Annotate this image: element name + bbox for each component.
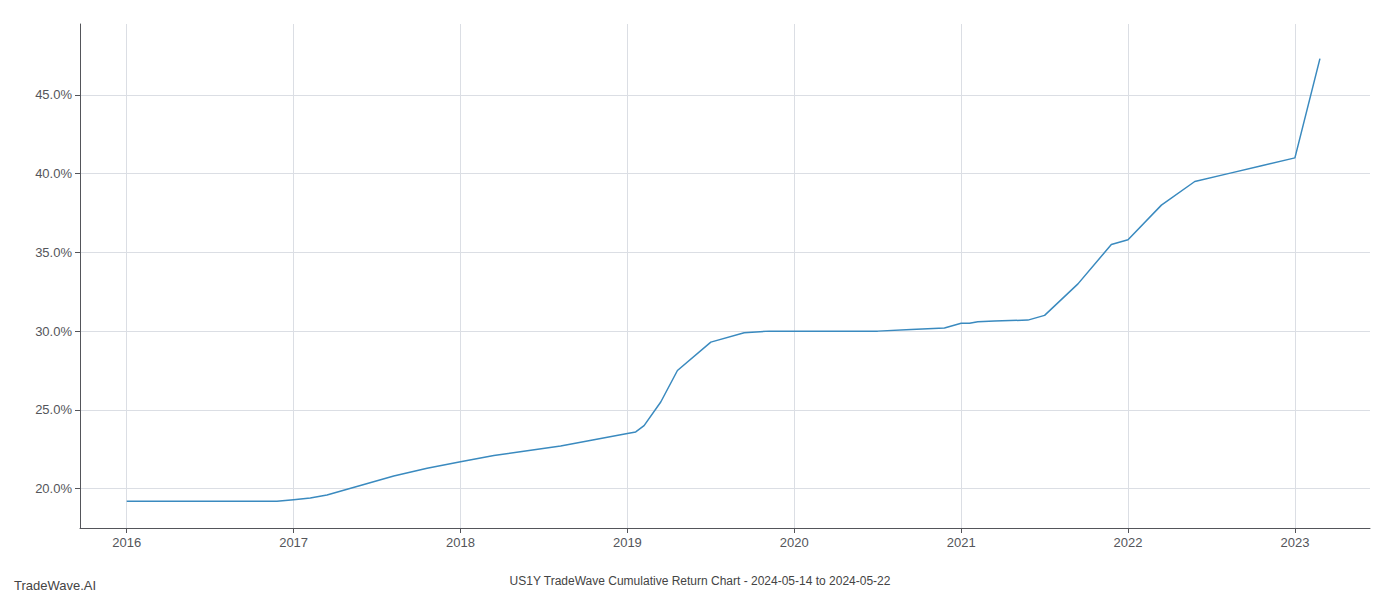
svg-text:2021: 2021: [947, 535, 976, 550]
svg-text:40.0%: 40.0%: [35, 166, 72, 181]
svg-text:TradeWave.AI: TradeWave.AI: [14, 578, 96, 593]
svg-text:45.0%: 45.0%: [35, 87, 72, 102]
svg-text:US1Y TradeWave Cumulative Retu: US1Y TradeWave Cumulative Return Chart -…: [510, 574, 891, 588]
svg-text:35.0%: 35.0%: [35, 245, 72, 260]
svg-text:30.0%: 30.0%: [35, 324, 72, 339]
svg-text:2019: 2019: [613, 535, 642, 550]
svg-text:25.0%: 25.0%: [35, 402, 72, 417]
svg-text:2022: 2022: [1114, 535, 1143, 550]
svg-text:2020: 2020: [780, 535, 809, 550]
svg-text:20.0%: 20.0%: [35, 481, 72, 496]
svg-text:2016: 2016: [112, 535, 141, 550]
svg-text:2018: 2018: [446, 535, 475, 550]
svg-text:2017: 2017: [279, 535, 308, 550]
svg-text:2023: 2023: [1280, 535, 1309, 550]
